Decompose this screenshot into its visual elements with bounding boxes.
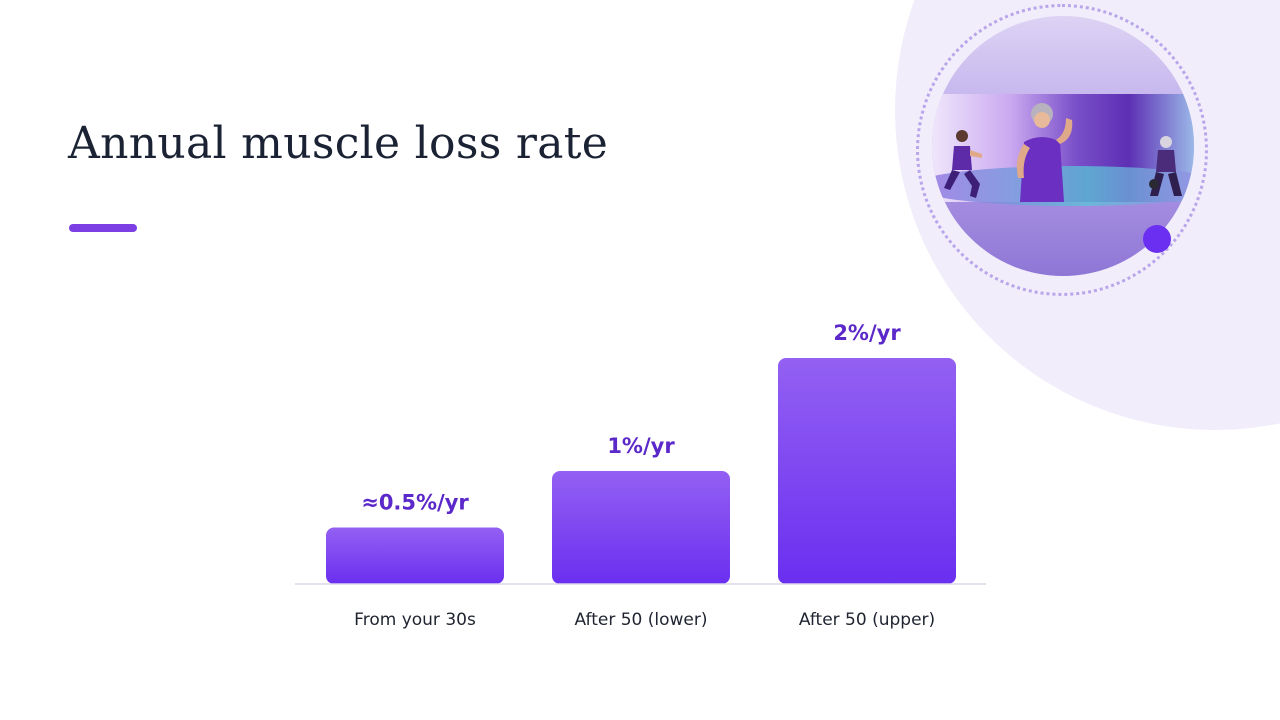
category-label-2: After 50 (upper) — [799, 610, 935, 630]
value-label-1: 1%/yr — [607, 434, 675, 458]
lunging-woman-figure — [944, 130, 982, 198]
slide-title: Annual muscle loss rate — [68, 118, 609, 169]
value-label-2: 2%/yr — [833, 321, 901, 345]
accent-dot — [1143, 225, 1171, 253]
fitness-women-photo-icon — [932, 16, 1194, 276]
kettlebell-woman-figure — [1149, 136, 1182, 196]
flexing-woman-figure — [1016, 103, 1073, 202]
bar-0 — [326, 527, 504, 584]
bar-chart: ≈0.5%/yr From your 30s 1%/yr After 50 (lowe… — [295, 321, 986, 630]
title-accent-bar — [69, 224, 137, 232]
photo-dotted-ring — [916, 4, 1208, 296]
category-label-0: From your 30s — [354, 610, 476, 630]
bars-layer — [326, 358, 956, 584]
bar-1 — [552, 471, 730, 584]
bar-2 — [778, 358, 956, 584]
labels-layer: ≈0.5%/yr From your 30s 1%/yr After 50 (lowe… — [354, 321, 935, 630]
category-label-1: After 50 (lower) — [574, 610, 707, 630]
value-label-0: ≈0.5%/yr — [361, 491, 469, 515]
